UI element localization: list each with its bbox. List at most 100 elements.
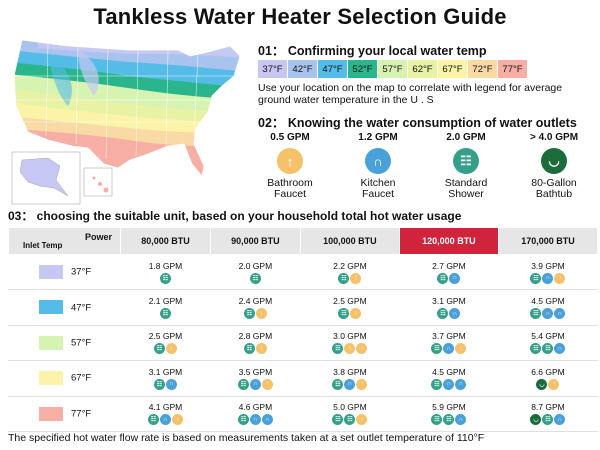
section3-heading: 03： choosing the suitable unit, based on…	[8, 209, 462, 223]
column-header-btu: 90,000 BTU	[209, 227, 301, 255]
shower-icon: ☷	[542, 414, 554, 426]
flow-rate-cell: 8.7 GPM ◡ ☷ ∩	[497, 395, 599, 432]
outlet-gpm: > 4.0 GPM	[529, 132, 579, 143]
column-header-btu: 120,000 BTU	[398, 227, 499, 255]
shower-icon: ☷	[332, 378, 344, 390]
table-row: 67°F 3.1 GPM ☷ ∩ 3.5 GPM ☷ ∩ ↑ 3.8 GPM ☷ ∩ ↑ 4.5 GPM…	[8, 360, 599, 397]
flow-rate-cell: 3.5 GPM ☷ ∩ ↑	[209, 360, 301, 397]
faucet-icon: ↑	[261, 378, 273, 390]
shower-icon: ☷	[443, 414, 455, 426]
legend-swatch: 47°F	[318, 60, 348, 78]
kitchen-faucet-icon: ∩	[449, 272, 461, 284]
shower-icon: ☷	[147, 414, 159, 426]
shower-icon: ☷	[332, 343, 344, 355]
flow-rate-value: 3.8 GPM	[333, 366, 367, 377]
faucet-icon: ↑	[356, 343, 368, 355]
legend-swatch: 77°F	[498, 60, 528, 78]
table-row: 77°F 4.1 GPM ☷ ∩ ↑ 4.6 GPM ☷ ∩ ∩ 5.0 GPM ☷ ☷ ↑ 5.9 GP…	[8, 395, 599, 432]
legend-swatch: 52°F	[348, 60, 378, 78]
temp-swatch	[39, 300, 63, 315]
flow-rate-value: 5.0 GPM	[333, 402, 367, 413]
faucet-icon: ↑	[350, 272, 362, 284]
kitchen-faucet-icon: ∩	[261, 414, 273, 426]
table-row: 47°F 2.1 GPM ☷ 2.4 GPM ☷ ↑ 2.5 GPM ☷ ↑ 3.1 GPM ☷ ∩ 4…	[8, 289, 599, 326]
flow-rate-cell: 5.9 GPM ☷ ☷ ∩	[398, 395, 499, 432]
outlet-name-line2: Faucet	[361, 188, 395, 200]
flow-rate-cell: 5.0 GPM ☷ ☷ ↑	[299, 395, 400, 432]
flow-rate-cell: 2.8 GPM ☷ ↑	[209, 324, 301, 362]
table-corner-header: Power Inlet Temp	[8, 227, 121, 255]
bathtub-icon: ◡	[541, 148, 567, 174]
outlet-item: > 4.0 GPM ◡ 80-Gallon Bathtub	[510, 132, 598, 200]
shower-icon: ☷	[530, 272, 542, 284]
inlet-temp-cell: 77°F	[8, 395, 121, 432]
us-groundwater-temperature-map	[11, 39, 241, 205]
power-header: Power	[84, 232, 112, 242]
temp-label: 47°F	[71, 301, 92, 313]
shower-icon: ☷	[530, 343, 542, 355]
temp-swatch	[39, 371, 63, 386]
outlet-name: Kitchen	[360, 177, 396, 189]
faucet-icon: ↑	[255, 308, 267, 320]
shower-icon: ☷	[542, 343, 554, 355]
faucet-icon: ↑	[277, 148, 303, 174]
legend-swatch: 62°F	[408, 60, 438, 78]
flow-rate-value: 8.7 GPM	[531, 402, 565, 413]
flow-rate-value: 5.9 GPM	[432, 402, 466, 413]
kitchen-faucet-icon: ∩	[443, 378, 455, 390]
legend-swatch: 57°F	[378, 60, 408, 78]
shower-icon: ☷	[332, 414, 344, 426]
temperature-legend: 37°F 42°F 47°F 52°F 57°F 62°F 67°F 72°F 77°F	[258, 60, 528, 78]
flow-rate-cell: 4.1 GPM ☷ ∩ ↑	[120, 395, 211, 432]
page-title: Tankless Water Heater Selection Guide	[93, 4, 507, 29]
kitchen-faucet-icon: ∩	[165, 378, 177, 390]
shower-icon: ☷	[243, 343, 255, 355]
map-note: Use your location on the map to correlat…	[258, 82, 563, 106]
flow-rate-cell: 4.5 GPM ☷ ∩ ∩	[398, 360, 499, 397]
temp-label: 67°F	[71, 372, 92, 384]
flow-rate-cell: 2.0 GPM ☷	[209, 253, 301, 291]
flow-rate-value: 3.5 GPM	[238, 366, 273, 377]
flow-rate-value: 3.1 GPM	[432, 296, 466, 307]
flow-rate-cell: 1.8 GPM ☷	[120, 253, 211, 291]
shower-icon: ☷	[431, 343, 443, 355]
flow-rate-value: 4.6 GPM	[238, 402, 273, 413]
kitchen-faucet-icon: ∩	[554, 414, 566, 426]
outlet-gpm: 1.2 GPM	[358, 132, 398, 143]
shower-icon: ☷	[431, 414, 443, 426]
kitchen-faucet-icon: ∩	[159, 414, 171, 426]
shower-icon: ☷	[153, 378, 165, 390]
flow-rate-value: 2.1 GPM	[148, 296, 183, 307]
inlet-temp-cell: 57°F	[8, 324, 121, 362]
kitchen-faucet-icon: ∩	[249, 378, 261, 390]
table-row: 57°F 2.5 GPM ☷ ↑ 2.8 GPM ☷ ↑ 3.0 GPM ☷ ↑ ↑ 3.7 GPM ☷…	[8, 324, 599, 362]
flow-rate-cell: 4.6 GPM ☷ ∩ ∩	[209, 395, 301, 432]
flow-rate-cell: 4.5 GPM ☷ ∩ ∩	[497, 289, 599, 326]
legend-swatch: 67°F	[438, 60, 468, 78]
flow-rate-value: 4.5 GPM	[531, 296, 565, 307]
shower-icon: ☷	[344, 414, 356, 426]
outlet-name: 80-Gallon	[531, 177, 577, 189]
flow-rate-cell: 3.1 GPM ☷ ∩	[398, 289, 499, 326]
footnote: The specified hot water flow rate is bas…	[8, 432, 485, 444]
faucet-icon: ↑	[356, 414, 368, 426]
kitchen-faucet-icon: ∩	[443, 343, 455, 355]
flow-rate-value: 2.5 GPM	[333, 296, 367, 307]
temp-label: 37°F	[71, 266, 92, 278]
legend-swatch: 72°F	[468, 60, 498, 78]
outlet-name-line2: Faucet	[273, 188, 307, 200]
faucet-icon: ↑	[350, 308, 362, 320]
faucet-icon: ↑	[554, 272, 566, 284]
faucet-icon: ↑	[548, 378, 560, 390]
inlet-temp-cell: 37°F	[8, 253, 121, 291]
flow-rate-cell: 5.4 GPM ☷ ☷ ∩	[497, 324, 599, 362]
shower-icon: ☷	[159, 308, 171, 320]
temp-swatch	[39, 335, 63, 350]
flow-rate-cell: 2.7 GPM ☷ ∩	[398, 253, 499, 291]
flow-rate-value: 2.4 GPM	[238, 296, 273, 307]
shower-icon: ☷	[153, 343, 165, 355]
kitchen-faucet-icon: ∩	[554, 343, 566, 355]
flow-rate-value: 2.2 GPM	[333, 260, 367, 271]
outlet-list: 0.5 GPM ↑ Bathroom Faucet 1.2 GPM ∩ Kitchen Fau…	[246, 132, 598, 200]
flow-rate-cell: 3.7 GPM ☷ ∩ ↑	[398, 324, 499, 362]
